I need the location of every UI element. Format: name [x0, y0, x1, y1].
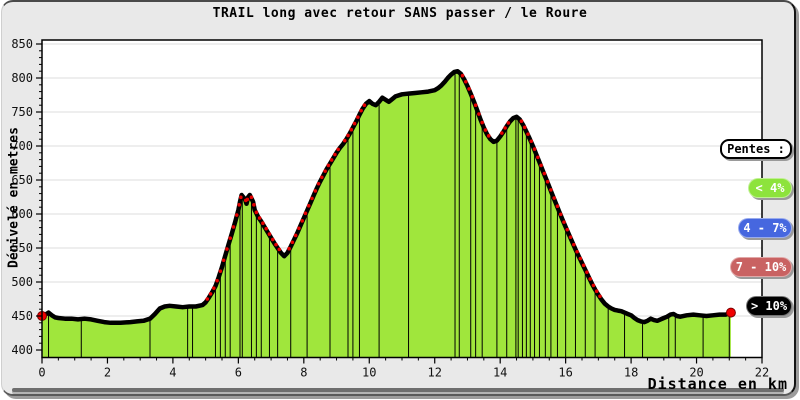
svg-text:550: 550 — [11, 241, 33, 255]
svg-text:650: 650 — [11, 173, 33, 187]
card-bottom-shadow — [12, 388, 784, 392]
svg-text:450: 450 — [11, 309, 33, 323]
legend-badge-slope-4-7pct: 4 - 7% — [738, 218, 792, 238]
svg-text:0: 0 — [38, 366, 45, 380]
legend-title: Pentes : — [720, 139, 792, 159]
x-axis-title: Distance en km — [647, 375, 788, 393]
legend-badge-slope-gt-10pct: > 10% — [746, 296, 792, 316]
svg-text:22: 22 — [755, 366, 769, 380]
svg-text:400: 400 — [11, 343, 33, 357]
svg-text:4: 4 — [169, 366, 176, 380]
svg-text:18: 18 — [624, 366, 638, 380]
svg-text:500: 500 — [11, 275, 33, 289]
svg-text:14: 14 — [493, 366, 507, 380]
svg-text:850: 850 — [11, 37, 33, 51]
svg-text:12: 12 — [428, 366, 442, 380]
legend-badge-slope-lt-4pct: < 4% — [748, 178, 792, 198]
svg-text:800: 800 — [11, 71, 33, 85]
chart-title: TRAIL long avec retour SANS passer / le … — [212, 6, 588, 21]
svg-text:6: 6 — [235, 366, 242, 380]
legend-badge-slope-7-10pct: 7 - 10% — [730, 257, 792, 277]
svg-text:10: 10 — [362, 366, 376, 380]
svg-text:8: 8 — [300, 366, 307, 380]
svg-text:700: 700 — [11, 139, 33, 153]
y-axis-title: Dénivelé en metres — [6, 127, 22, 268]
svg-text:20: 20 — [689, 366, 703, 380]
svg-text:750: 750 — [11, 105, 33, 119]
svg-text:16: 16 — [558, 366, 572, 380]
svg-text:2: 2 — [104, 366, 111, 380]
svg-text:600: 600 — [11, 207, 33, 221]
